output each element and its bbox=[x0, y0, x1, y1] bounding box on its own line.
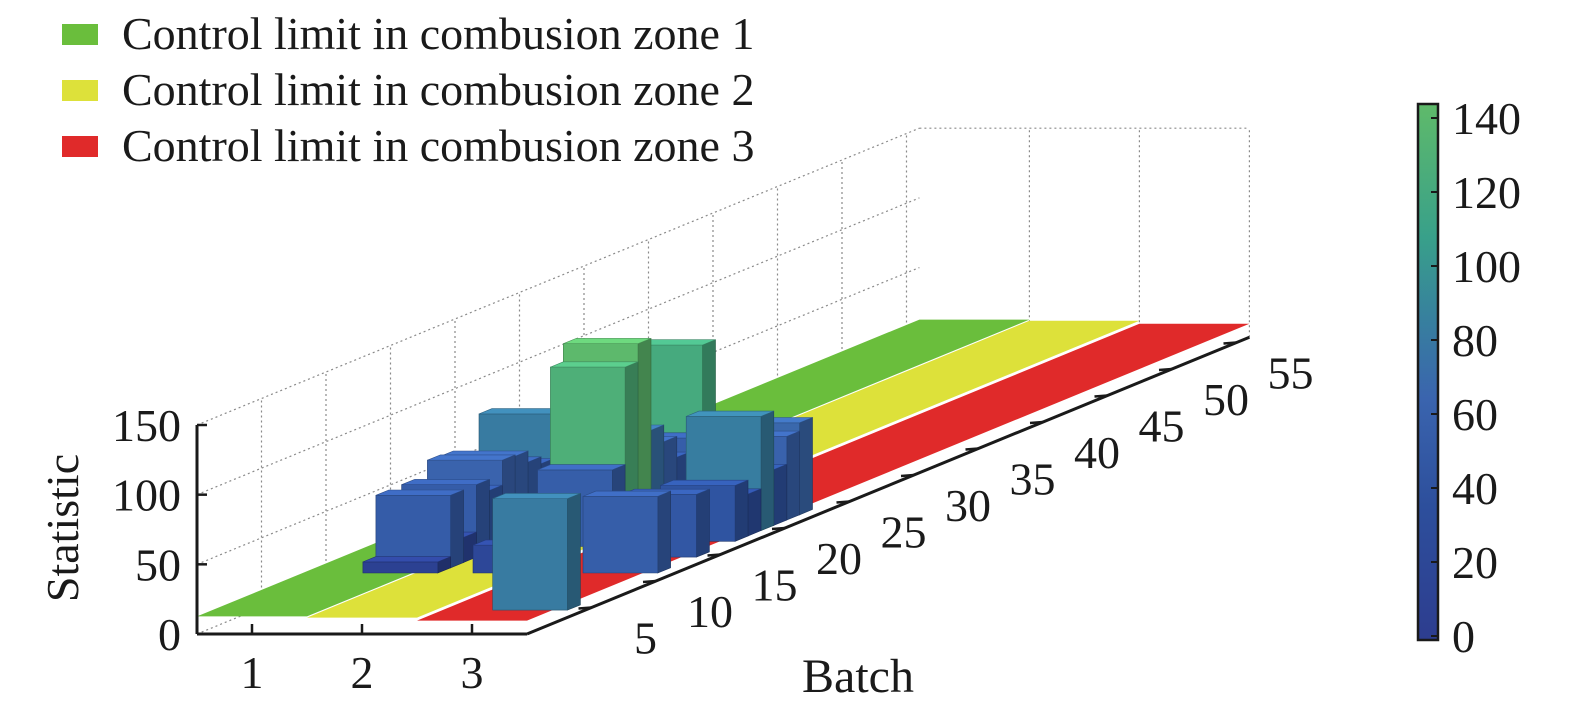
batch-tick-9 bbox=[1159, 369, 1172, 370]
z-tick-label-0: 0 bbox=[158, 609, 181, 660]
legend-swatch-zone-1 bbox=[62, 24, 98, 45]
batch-tick-5 bbox=[901, 475, 914, 476]
colorbar-tick-label-4: 80 bbox=[1452, 315, 1498, 366]
colorbar-tick-label-1: 20 bbox=[1452, 537, 1498, 588]
bar-zone-1-batch-12 bbox=[363, 557, 451, 573]
z-tick-label-2: 100 bbox=[112, 470, 181, 521]
colorbar-tick-label-7: 140 bbox=[1452, 93, 1521, 144]
batch-tick-6 bbox=[966, 449, 979, 450]
y-axis-label: Statistic bbox=[37, 454, 88, 602]
bar-zone-3-batch-12 bbox=[583, 491, 671, 573]
legend-swatch-zone-2 bbox=[62, 80, 98, 101]
z-tick-label-3: 150 bbox=[112, 400, 181, 451]
legend-swatch-zone-3 bbox=[62, 136, 98, 157]
legend-item-zone-1: Control limit in combusion zone 1 bbox=[62, 6, 754, 62]
batch-tick-label-3: 20 bbox=[816, 533, 862, 584]
colorbar-tick-label-5: 100 bbox=[1452, 241, 1521, 292]
legend: Control limit in combusion zone 1 Contro… bbox=[62, 6, 754, 174]
zone-tick-label-1: 2 bbox=[351, 647, 374, 698]
batch-tick-label-6: 35 bbox=[1010, 454, 1056, 505]
batch-tick-label-5: 30 bbox=[945, 480, 991, 531]
colorbar-tick-label-0: 0 bbox=[1452, 611, 1475, 662]
legend-item-zone-2: Control limit in combusion zone 2 bbox=[62, 62, 754, 118]
batch-tick-7 bbox=[1030, 422, 1043, 423]
colorbar-tick-label-6: 120 bbox=[1452, 167, 1521, 218]
batch-tick-4 bbox=[837, 502, 850, 503]
batch-tick-2 bbox=[708, 555, 721, 556]
colorbar-tick-label-2: 40 bbox=[1452, 463, 1498, 514]
batch-tick-3 bbox=[772, 528, 785, 529]
batch-tick-0 bbox=[579, 608, 592, 609]
bar-zone-3-batch-5 bbox=[493, 493, 581, 610]
bar-zone-1-batch-13 bbox=[376, 490, 464, 568]
colorbar: 0 20 40 60 80 100 120 140 bbox=[1418, 93, 1521, 662]
legend-item-zone-3: Control limit in combusion zone 3 bbox=[62, 118, 754, 174]
x-axis-label: Batch bbox=[802, 650, 914, 703]
batch-tick-8 bbox=[1095, 396, 1108, 397]
batch-tick-label-1: 10 bbox=[687, 586, 733, 637]
colorbar-gradient bbox=[1418, 104, 1438, 640]
zone-tick-label-2: 3 bbox=[461, 647, 484, 698]
batch-tick-10 bbox=[1224, 343, 1237, 344]
zone-tick-label-0: 1 bbox=[241, 647, 264, 698]
z-tick-label-1: 50 bbox=[135, 539, 181, 590]
batch-tick-label-7: 40 bbox=[1074, 427, 1120, 478]
batch-tick-1 bbox=[643, 581, 656, 582]
legend-label-zone-3: Control limit in combusion zone 3 bbox=[122, 123, 754, 169]
bars bbox=[363, 338, 813, 610]
batch-tick-label-2: 15 bbox=[752, 560, 798, 611]
legend-label-zone-2: Control limit in combusion zone 2 bbox=[122, 67, 754, 113]
batch-tick-label-9: 50 bbox=[1203, 374, 1249, 425]
legend-label-zone-1: Control limit in combusion zone 1 bbox=[122, 11, 754, 57]
batch-tick-label-8: 45 bbox=[1139, 401, 1185, 452]
batch-tick-label-4: 25 bbox=[881, 507, 927, 558]
batch-tick-label-0: 5 bbox=[634, 613, 657, 664]
colorbar-tick-label-3: 60 bbox=[1452, 389, 1498, 440]
batch-tick-label-10: 55 bbox=[1268, 348, 1314, 399]
